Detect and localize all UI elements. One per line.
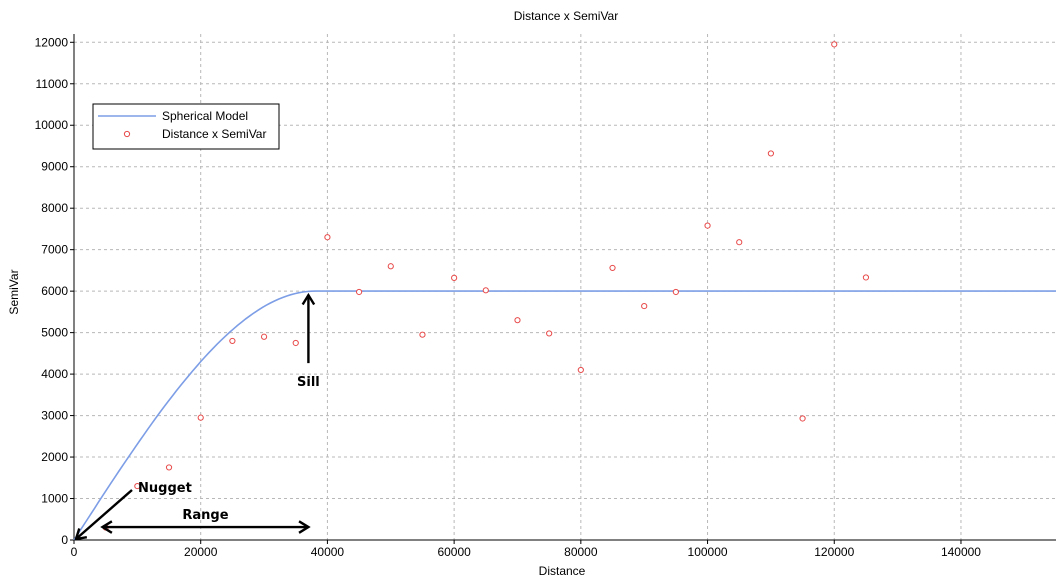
data-point [165,464,173,471]
legend-label-model: Spherical Model [162,109,248,123]
axis-ticks: 0 20000 40000 60000 80000 100000 120000 140000 0… [35,35,982,559]
data-point [324,234,331,241]
legend-box [92,103,280,150]
y-tick-label: 4000 [41,367,68,381]
sill-label: Sill [297,375,320,390]
range-label: Range [182,508,228,523]
x-axis-label: Distance [539,564,586,578]
data-point [355,288,363,296]
data-point [862,274,870,281]
annotations: Sill Nugget Range [74,292,320,541]
data-point [197,414,204,421]
legend-marker-swatch [123,130,131,138]
y-tick-label: 9000 [41,160,68,174]
data-point [260,333,268,340]
sill-arrow-head [301,292,316,306]
data-point [609,264,616,272]
chart-title: Distance x SemiVar [514,9,618,23]
y-tick-label: 0 [61,533,68,547]
nugget-label: Nugget [138,481,192,496]
data-point [387,263,394,270]
spherical-model-line [73,290,1056,541]
data-point [831,41,838,48]
range-arrow-head [100,520,113,534]
y-tick-label: 3000 [41,409,68,423]
x-tick-label: 120000 [814,545,854,559]
series-layer [73,41,1056,541]
y-tick-label: 7000 [41,243,68,257]
data-point [229,337,236,345]
x-tick-label: 100000 [688,545,728,559]
y-tick-label: 12000 [35,35,69,49]
y-tick-label: 2000 [41,450,68,464]
y-tick-label: 11000 [36,77,69,91]
y-tick-label: 8000 [41,201,68,215]
data-point [799,415,806,422]
x-tick-label: 0 [71,545,78,559]
data-point [546,330,553,337]
y-tick-label: 1000 [41,492,68,506]
y-tick-label: 6000 [41,284,68,298]
data-point [704,222,711,229]
legend: Spherical Model Distance x SemiVar [92,103,280,150]
data-point [482,287,489,294]
y-tick-label: 5000 [41,326,68,340]
data-point [736,239,743,246]
data-point [419,331,426,338]
legend-label-points: Distance x SemiVar [162,127,266,141]
x-tick-label: 20000 [184,545,218,559]
range-arrow-head [298,520,311,534]
data-point [672,288,679,296]
nugget-arrow-head [74,528,88,541]
data-point [577,366,584,374]
y-tick-label: 10000 [35,118,69,132]
nugget-arrow [74,489,133,541]
y-axis-label: SemiVar [7,269,21,314]
range-arrow [100,520,311,534]
x-tick-label: 60000 [437,545,471,559]
data-point [514,317,521,324]
sill-arrow [301,292,316,364]
data-point [641,302,648,310]
x-tick-label: 140000 [941,545,981,559]
x-tick-label: 40000 [311,545,345,559]
data-point [451,274,458,281]
data-point [134,482,141,490]
data-point [292,339,299,347]
x-tick-label: 80000 [564,545,598,559]
nugget-arrow-shaft [75,489,133,540]
axes [73,34,1056,541]
data-point [767,150,775,157]
